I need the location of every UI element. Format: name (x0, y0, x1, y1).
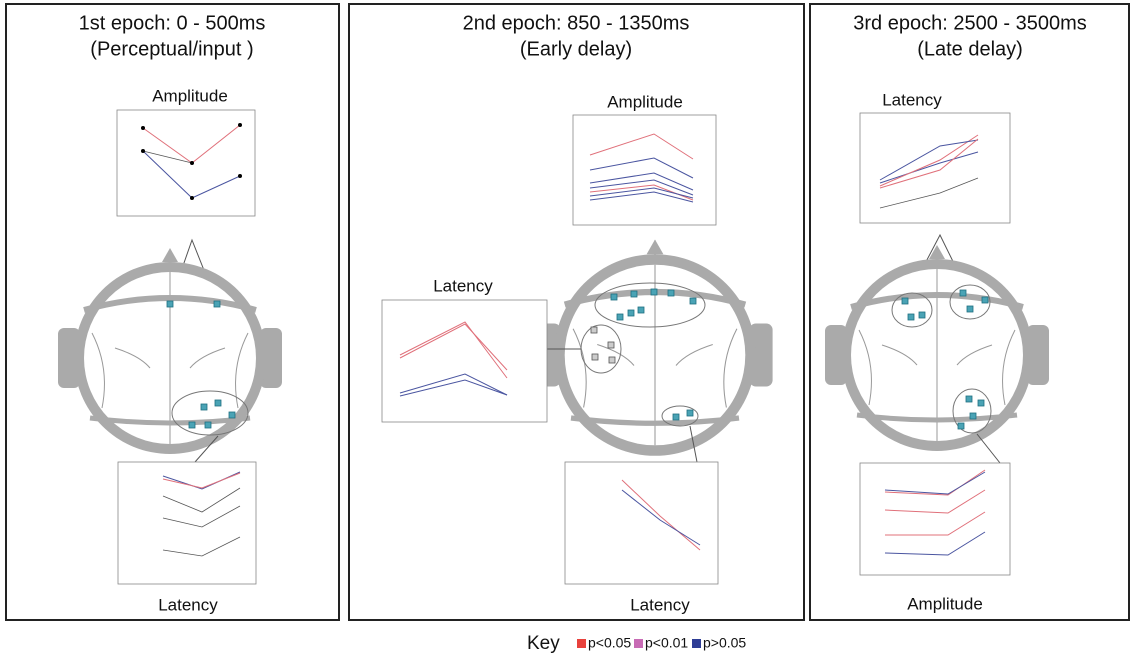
key-label: p>0.05 (703, 635, 746, 651)
mini-plot (382, 300, 547, 422)
plot-label: Latency (158, 595, 218, 614)
panel-title: 2nd epoch: 850 - 1350ms (463, 12, 690, 34)
key-swatch (577, 639, 586, 648)
panel-subtitle: (Perceptual/input ) (90, 38, 253, 60)
plot-label: Amplitude (152, 86, 228, 105)
head (825, 245, 1049, 451)
key-title: Key (527, 633, 560, 654)
plot-label: Latency (630, 595, 690, 614)
plot-label: Latency (882, 90, 942, 109)
head (58, 248, 282, 454)
panel-title: 1st epoch: 0 - 500ms (79, 12, 266, 34)
key-swatch (634, 639, 643, 648)
plot-label: Amplitude (907, 594, 983, 613)
key: p<0.05 p<0.01 p>0.05 (577, 635, 746, 651)
mini-plot (860, 463, 1010, 575)
head (537, 240, 772, 456)
mini-plot (118, 462, 256, 584)
panel-title: 3rd epoch: 2500 - 3500ms (853, 12, 1087, 34)
plot-label: Amplitude (607, 92, 683, 111)
figure: 1st epoch: 0 - 500ms (Perceptual/input )… (0, 0, 1135, 663)
mini-plot (573, 115, 716, 225)
mini-plot (860, 113, 1010, 223)
plot-label: Latency (433, 276, 493, 295)
mini-plot (117, 110, 255, 216)
key-label: p<0.01 (645, 635, 688, 651)
key-swatch (692, 639, 701, 648)
panel-subtitle: (Early delay) (520, 38, 632, 60)
mini-plot (565, 462, 718, 584)
panel-subtitle: (Late delay) (917, 38, 1023, 60)
key-label: p<0.05 (588, 635, 631, 651)
